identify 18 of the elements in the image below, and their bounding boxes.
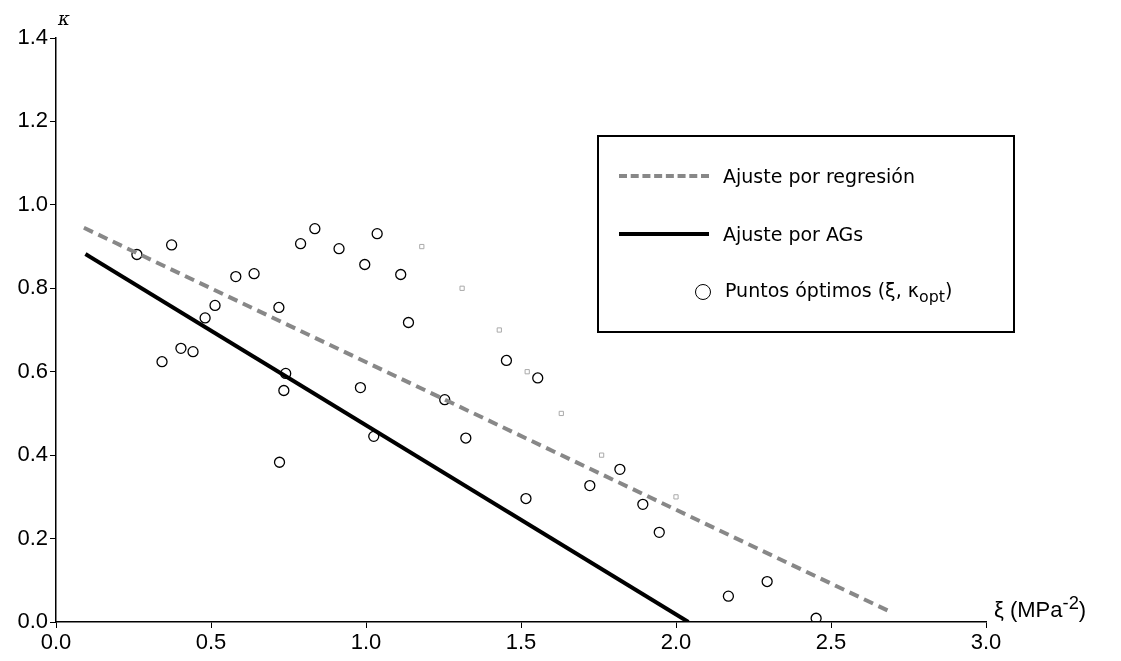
x-tick-label: 2.0 [660,629,692,655]
y-tick-label: 0.4 [17,441,48,467]
x-tick-label: 2.5 [815,629,847,655]
x-tick-label: 0.5 [195,629,227,655]
x-tick-label: 1.5 [505,629,537,655]
y-tick-label: 1.0 [17,190,48,216]
y-tick-label: 0.8 [17,274,48,300]
legend-label: Ajuste por AGs [723,223,864,245]
y-axis-title: κ [58,8,70,29]
x-tick-label: 1.0 [350,629,382,655]
y-tick-label: 1.2 [17,107,48,133]
y-tick-label: 0.2 [17,524,48,550]
legend-label: Ajuste por regresión [723,165,916,187]
y-tick-label: 1.4 [17,24,48,50]
x-axis-title: ξ (MPa$^{-2}$) [994,592,1087,624]
x-tick-label: 3.0 [970,629,1002,655]
y-tick-label: 0.6 [17,357,48,383]
legend-label: Puntos óptimos (ξ, κ$_{opt}$) [725,278,953,306]
